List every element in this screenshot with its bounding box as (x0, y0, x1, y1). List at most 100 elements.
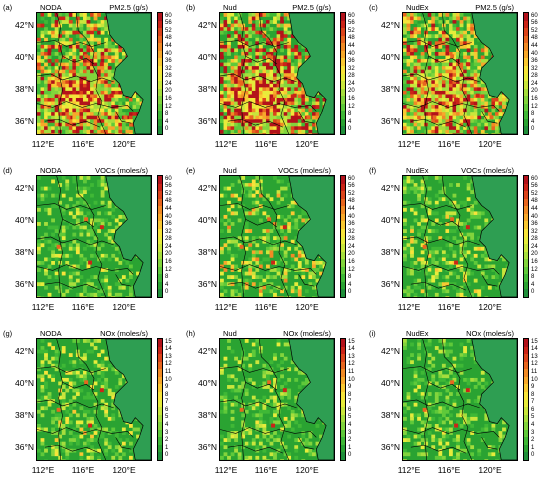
latitude-label: 38°N (198, 410, 217, 420)
colorbar-segment (341, 422, 345, 430)
colorbar-tick-label: 4 (531, 421, 535, 428)
colorbar-tick-label: 3 (165, 429, 169, 436)
emission-map (402, 338, 518, 461)
colorbar-tick-label: 0 (348, 126, 352, 133)
colorbar-segment (341, 266, 345, 275)
colorbar-segment (158, 422, 162, 430)
longitude-label: 116°E (437, 302, 461, 312)
colorbar-tick-label: 56 (348, 183, 355, 190)
colorbar-segment (341, 65, 345, 74)
colorbar-tick-label: 16 (165, 258, 172, 265)
colorbar-segment (524, 361, 528, 370)
latitude-label: 42°N (198, 183, 217, 193)
colorbar (340, 175, 346, 298)
scheme-label: Nud (223, 166, 237, 175)
colorbar-tick-label: 40 (165, 213, 172, 220)
colorbar-segment (524, 414, 528, 423)
latitude-label: 36°N (15, 442, 34, 452)
colorbar-segment (341, 103, 345, 112)
panel-letter: (a) (3, 3, 13, 12)
colorbar-tick-label: 12 (531, 103, 538, 110)
colorbar-segment (158, 73, 162, 82)
colorbar-segment (158, 414, 162, 423)
scheme-label: NudEx (406, 329, 429, 338)
colorbar-segment (341, 444, 345, 453)
colorbar-segment (158, 376, 162, 385)
colorbar-segment (524, 281, 528, 290)
map-panel: (e) Nud VOCs (moles/s) 42°N 40°N 38°N 36°N 112°… (183, 163, 366, 326)
colorbar-segment (158, 221, 162, 229)
colorbar-segment (158, 191, 162, 199)
variable-label: PM2.5 (g/s) (475, 3, 514, 12)
colorbar-segment (524, 198, 528, 207)
latitude-label: 36°N (381, 279, 400, 289)
colorbar-tick-label: 20 (531, 251, 538, 258)
colorbar (523, 12, 529, 135)
colorbar-segment (341, 221, 345, 229)
colorbar-segment (341, 384, 345, 392)
colorbar-segment (341, 429, 345, 438)
colorbar-segment (341, 43, 345, 51)
colorbar-tick-label: 9 (531, 384, 535, 391)
colorbar-segment (158, 213, 162, 222)
colorbar-segment (524, 251, 528, 260)
colorbar-segment (524, 407, 528, 415)
panel-letter: (f) (369, 166, 377, 175)
colorbar-segment (524, 391, 528, 400)
colorbar-segment (341, 198, 345, 207)
colorbar-tick-label: 36 (348, 58, 355, 65)
colorbar-segment (158, 251, 162, 260)
colorbar-tick-label: 28 (165, 236, 172, 243)
colorbar-segment (158, 228, 162, 237)
colorbar-tick-label: 36 (165, 58, 172, 65)
colorbar-tick-label: 40 (348, 50, 355, 57)
variable-label: VOCs (moles/s) (461, 166, 514, 175)
colorbar-tick-label: 14 (165, 346, 172, 353)
colorbar-segment (158, 20, 162, 29)
colorbar-segment (524, 28, 528, 36)
latitude-label: 36°N (381, 116, 400, 126)
colorbar-segment (341, 20, 345, 29)
colorbar-segment (158, 444, 162, 453)
latitude-label: 38°N (381, 410, 400, 420)
colorbar-segment (341, 236, 345, 245)
longitude-label: 120°E (112, 302, 136, 312)
colorbar-segment (341, 354, 345, 362)
colorbar-tick-label: 0 (348, 452, 352, 459)
colorbar-tick-label: 60 (531, 175, 538, 182)
colorbar-tick-label: 4 (531, 281, 535, 288)
colorbar-segment (341, 407, 345, 415)
emission-map (36, 175, 152, 298)
colorbar-segment (341, 73, 345, 82)
map-panel: (i) NudEx NOx (moles/s) 42°N 40°N 38°N 36°N 112… (366, 326, 549, 489)
colorbar-segment (524, 118, 528, 127)
colorbar-segment (524, 422, 528, 430)
colorbar-tick-label: 15 (348, 338, 355, 345)
colorbar-segment (158, 13, 162, 21)
colorbar-segment (524, 444, 528, 453)
latitude-label: 36°N (198, 442, 217, 452)
colorbar-tick-label: 0 (165, 126, 169, 133)
colorbar-tick-label: 10 (165, 376, 172, 383)
colorbar-tick-label: 52 (348, 27, 355, 34)
colorbar-tick-label: 60 (348, 12, 355, 19)
longitude-label: 116°E (71, 139, 95, 149)
panel-letter: (d) (3, 166, 13, 175)
colorbar-segment (158, 126, 162, 134)
colorbar-tick-label: 4 (348, 118, 352, 125)
colorbar (523, 175, 529, 298)
colorbar-segment (524, 191, 528, 199)
longitude-label: 120°E (478, 139, 502, 149)
colorbar-segment (341, 361, 345, 370)
colorbar-tick-label: 8 (531, 391, 535, 398)
colorbar-segment (158, 96, 162, 104)
colorbar-tick-label: 4 (165, 421, 169, 428)
variable-label: VOCs (moles/s) (95, 166, 148, 175)
latitude-label: 36°N (198, 279, 217, 289)
colorbar-tick-label: 15 (165, 338, 172, 345)
longitude-label: 120°E (112, 465, 136, 475)
colorbar-segment (158, 111, 162, 119)
colorbar-segment (524, 266, 528, 275)
colorbar-tick-label: 8 (165, 274, 169, 281)
colorbar-tick-label: 8 (531, 274, 535, 281)
